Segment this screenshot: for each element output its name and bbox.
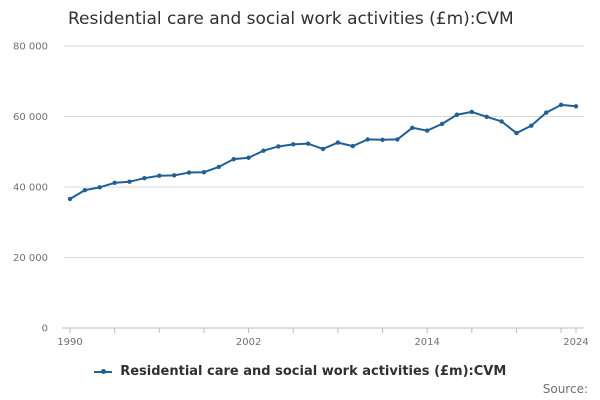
data-point: [335, 140, 341, 145]
data-point: [454, 112, 460, 117]
data-point: [157, 173, 162, 178]
data-point: [171, 173, 177, 178]
series-points: [67, 102, 579, 202]
data-point: [216, 164, 222, 170]
data-point: [573, 104, 579, 109]
legend-label: Residential care and social work activit…: [120, 364, 507, 379]
series-lines: [69, 103, 577, 200]
data-point: [97, 185, 102, 190]
series-line: [69, 103, 577, 200]
data-point: [142, 175, 147, 181]
y-tick-label: 0: [42, 324, 48, 335]
data-point: [544, 110, 549, 115]
gridlines: [64, 45, 584, 258]
data-point: [365, 137, 370, 142]
data-point: [67, 196, 73, 202]
y-tick-label: 20 000: [13, 253, 48, 264]
chart-title: Residential care and social work activit…: [68, 9, 514, 29]
x-tick-label: 2014: [414, 337, 439, 348]
y-tick-label: 60 000: [13, 112, 48, 123]
x-tick-label: 2002: [236, 337, 261, 348]
data-point: [410, 125, 415, 130]
data-point: [246, 155, 251, 160]
data-point: [305, 141, 311, 146]
legend-marker-dot: [100, 368, 106, 374]
x-tick-label: 1990: [57, 337, 82, 348]
data-point: [112, 180, 117, 185]
data-point: [558, 102, 564, 108]
y-tick-label: 40 000: [13, 183, 48, 194]
data-point: [514, 130, 519, 136]
data-point: [82, 187, 88, 193]
x-tick-label: 2024: [563, 337, 588, 348]
legend: Residential care and social work activit…: [0, 364, 600, 379]
data-point: [186, 170, 192, 175]
data-point: [529, 123, 534, 128]
data-point: [276, 144, 281, 149]
data-point: [291, 142, 296, 147]
source-label: Source:: [542, 382, 588, 396]
data-point: [484, 114, 489, 120]
y-tick-label: 80 000: [13, 42, 48, 53]
x-axis: 1990 2002 2014 2024: [57, 327, 589, 348]
data-point: [439, 121, 445, 127]
data-point: [231, 156, 236, 162]
data-point: [469, 109, 475, 115]
legend-marker: [93, 368, 112, 374]
y-axis-ticks: 0 20 000 40 000 60 000 80 000: [13, 42, 48, 335]
data-point: [499, 119, 504, 124]
data-point: [320, 146, 326, 152]
data-point: [380, 137, 385, 142]
data-point: [261, 148, 266, 153]
data-point: [395, 137, 400, 142]
data-point: [127, 179, 132, 184]
data-point: [424, 128, 430, 133]
data-point: [201, 169, 207, 175]
data-point: [350, 143, 355, 149]
